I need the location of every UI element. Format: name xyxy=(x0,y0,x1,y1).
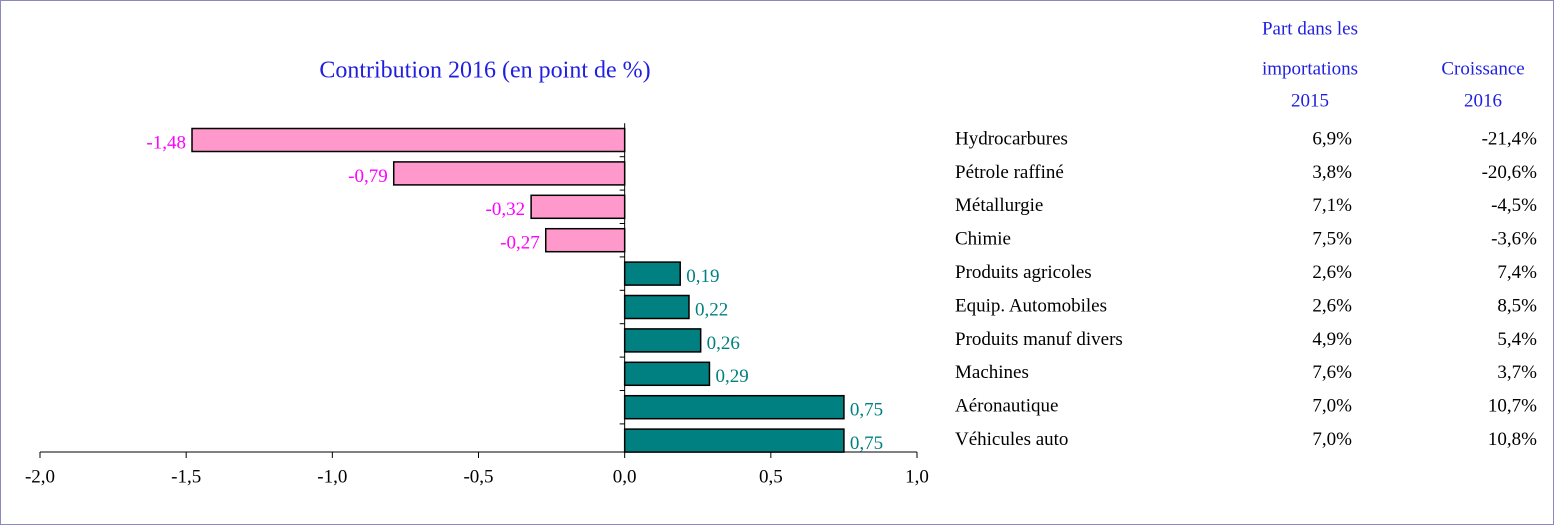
share-cell: 7,5% xyxy=(1312,229,1352,250)
growth-cell: 10,8% xyxy=(1488,429,1537,450)
share-cell: 6,9% xyxy=(1312,128,1352,149)
data-label: 0,22 xyxy=(695,299,728,320)
data-label: 0,75 xyxy=(850,400,883,421)
bar xyxy=(623,428,845,453)
category-label: Pétrole raffiné xyxy=(955,162,1064,183)
share-cell: 7,0% xyxy=(1312,429,1352,450)
x-tick-label: 1,0 xyxy=(905,466,929,487)
bar xyxy=(530,194,626,220)
column-header: importations xyxy=(1262,58,1358,79)
category-label: Métallurgie xyxy=(955,195,1043,216)
share-cell: 7,1% xyxy=(1312,195,1352,216)
x-tick-label: -2,0 xyxy=(25,466,55,487)
data-label: -0,79 xyxy=(348,166,388,187)
category-label: Chimie xyxy=(955,229,1011,250)
chart-title: Contribution 2016 (en point de %) xyxy=(319,58,650,84)
data-label: -1,48 xyxy=(146,132,186,153)
x-tick-label: -1,5 xyxy=(171,466,201,487)
x-tick-label: 0,0 xyxy=(613,466,637,487)
data-label: -0,32 xyxy=(486,199,526,220)
share-cell: 4,9% xyxy=(1312,329,1352,350)
growth-cell: -4,5% xyxy=(1491,195,1537,216)
growth-cell: 7,4% xyxy=(1497,262,1537,283)
category-label: Produits agricoles xyxy=(955,262,1092,283)
share-cell: 7,0% xyxy=(1312,396,1352,417)
column-header: 2016 xyxy=(1464,90,1502,111)
data-label: 0,29 xyxy=(715,366,748,387)
data-label: 0,19 xyxy=(686,266,719,287)
bar xyxy=(623,261,681,286)
category-label: Produits manuf divers xyxy=(955,329,1123,350)
category-label: Equip. Automobiles xyxy=(955,295,1107,316)
x-tick-label: -0,5 xyxy=(463,466,493,487)
category-label: Véhicules auto xyxy=(955,429,1068,450)
data-label: -0,27 xyxy=(500,233,540,254)
bar xyxy=(392,161,626,186)
category-label: Hydrocarbures xyxy=(955,128,1068,149)
column-header: 2015 xyxy=(1291,90,1329,111)
growth-cell: 3,7% xyxy=(1497,362,1537,383)
bar xyxy=(191,127,626,153)
growth-cell: -21,4% xyxy=(1482,128,1538,149)
growth-cell: 10,7% xyxy=(1488,396,1537,417)
bar xyxy=(623,328,702,353)
data-label: 0,75 xyxy=(850,433,883,454)
bar xyxy=(623,361,711,387)
growth-cell: 5,4% xyxy=(1497,329,1537,350)
bar xyxy=(623,294,690,320)
column-header: Part dans les xyxy=(1262,18,1358,39)
x-tick-label: -1,0 xyxy=(317,466,347,487)
share-cell: 2,6% xyxy=(1312,295,1352,316)
bar xyxy=(544,227,626,253)
category-label: Machines xyxy=(955,362,1029,383)
x-tick-label: 0,5 xyxy=(759,466,783,487)
share-cell: 2,6% xyxy=(1312,262,1352,283)
data-label: 0,26 xyxy=(707,333,740,354)
share-cell: 7,6% xyxy=(1312,362,1352,383)
growth-cell: -3,6% xyxy=(1491,229,1537,250)
bar xyxy=(623,394,845,420)
column-header: Croissance xyxy=(1441,58,1524,79)
growth-cell: -20,6% xyxy=(1482,162,1538,183)
share-cell: 3,8% xyxy=(1312,162,1352,183)
growth-cell: 8,5% xyxy=(1497,295,1537,316)
category-label: Aéronautique xyxy=(955,396,1058,417)
